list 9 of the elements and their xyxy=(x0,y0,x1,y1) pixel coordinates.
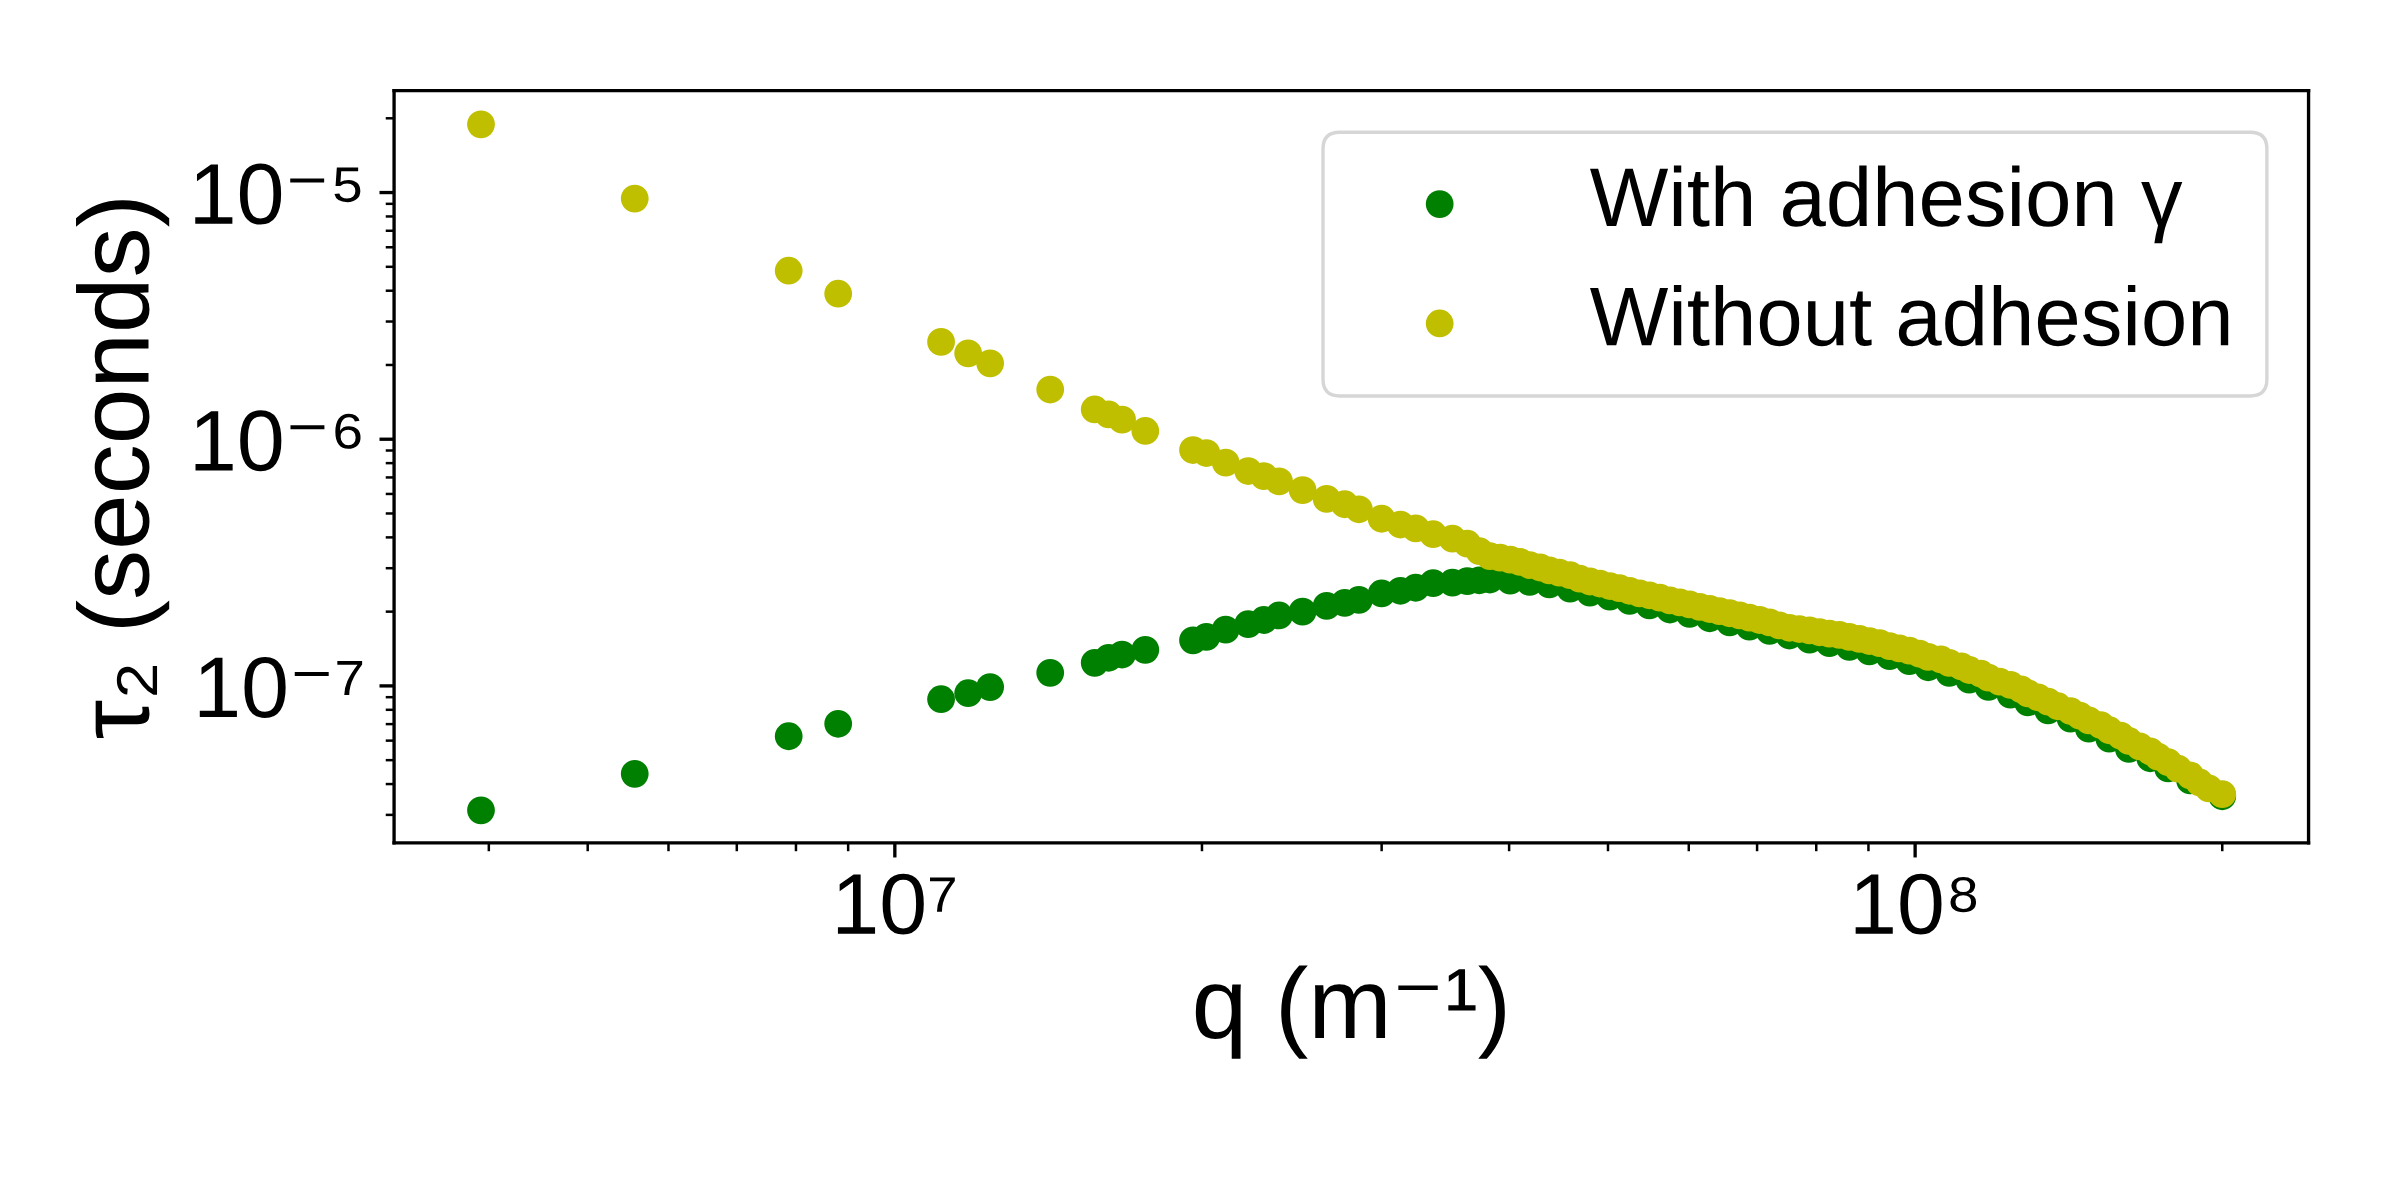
y-tick-label: 10⁻⁷ xyxy=(199,656,363,718)
y-tick-label: 10⁻⁵ xyxy=(195,163,361,225)
y-axis-title: τ₂ (seconds) xyxy=(76,200,170,738)
y-tick-label: 10⁻⁶ xyxy=(195,410,361,472)
x-tick-label: 10⁷ xyxy=(837,873,955,935)
x-axis-title: q (m⁻¹) xyxy=(1195,965,1505,1059)
legend-label: With adhesion γ xyxy=(1590,165,2183,244)
legend-label: Without adhesion xyxy=(1590,284,2229,347)
x-tick-label: 10⁸ xyxy=(1855,873,1977,935)
